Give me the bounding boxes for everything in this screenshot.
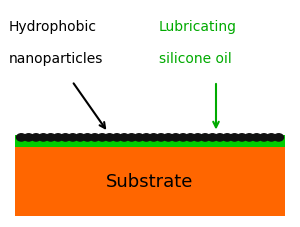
Circle shape	[274, 134, 284, 141]
Circle shape	[24, 134, 34, 141]
Circle shape	[230, 134, 239, 141]
Circle shape	[39, 134, 48, 141]
Bar	[15, 135, 285, 148]
Circle shape	[200, 134, 210, 141]
Circle shape	[244, 134, 254, 141]
Circle shape	[134, 134, 144, 141]
Text: Lubricating: Lubricating	[159, 20, 237, 34]
Circle shape	[193, 134, 202, 141]
Circle shape	[222, 134, 232, 141]
Circle shape	[164, 134, 173, 141]
Circle shape	[186, 134, 195, 141]
Circle shape	[266, 134, 276, 141]
Text: silicone oil: silicone oil	[159, 52, 232, 66]
Circle shape	[16, 134, 26, 141]
Circle shape	[61, 134, 70, 141]
Circle shape	[98, 134, 107, 141]
Circle shape	[46, 134, 56, 141]
Circle shape	[252, 134, 261, 141]
Circle shape	[105, 134, 114, 141]
Circle shape	[156, 134, 166, 141]
Circle shape	[149, 134, 158, 141]
Circle shape	[119, 134, 129, 141]
Circle shape	[215, 134, 225, 141]
Circle shape	[208, 134, 217, 141]
Circle shape	[90, 134, 100, 141]
Circle shape	[31, 134, 41, 141]
Circle shape	[75, 134, 85, 141]
Text: nanoparticles: nanoparticles	[9, 52, 103, 66]
Circle shape	[127, 134, 136, 141]
Circle shape	[68, 134, 78, 141]
Circle shape	[112, 134, 122, 141]
Circle shape	[259, 134, 269, 141]
Circle shape	[237, 134, 247, 141]
Circle shape	[53, 134, 63, 141]
Circle shape	[83, 134, 92, 141]
Bar	[15, 148, 285, 216]
Text: Substrate: Substrate	[106, 173, 194, 190]
Circle shape	[171, 134, 181, 141]
Circle shape	[142, 134, 151, 141]
Text: Hydrophobic: Hydrophobic	[9, 20, 97, 34]
Circle shape	[178, 134, 188, 141]
